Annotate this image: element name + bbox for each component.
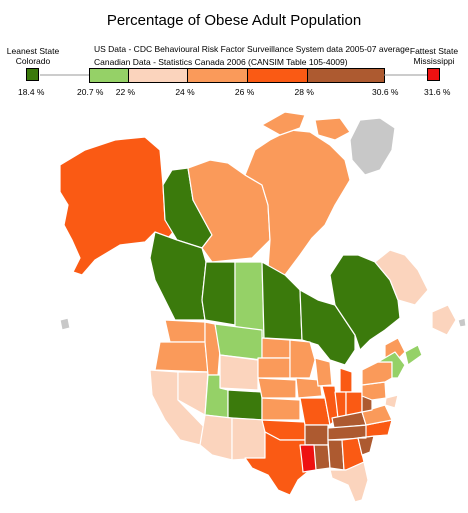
- region-maryland: [384, 394, 399, 409]
- fattest-heading: Fattest State: [409, 46, 459, 56]
- region-wisconsin: [314, 357, 333, 387]
- map-title: Percentage of Obese Adult Population: [106, 12, 362, 29]
- region-ontario: [299, 289, 356, 366]
- leanest-name: Colorado: [15, 56, 51, 66]
- region-newfoundland: [431, 304, 457, 336]
- region-labrador: [374, 249, 429, 306]
- region-nova-scotia: [404, 344, 423, 366]
- legend-tick-1: 22 %: [115, 87, 136, 97]
- legend-tick-0: 20.7 %: [77, 87, 104, 97]
- region-new-mexico: [231, 417, 266, 461]
- source-canada: Canadian Data - Statistics Canada 2006 (…: [94, 57, 348, 67]
- region-wyoming: [219, 354, 259, 391]
- region-greenland: [349, 117, 396, 176]
- region-arctic-island-1: [261, 111, 306, 136]
- region-kansas: [261, 397, 301, 421]
- legend-tick-2: 24 %: [175, 87, 195, 97]
- region-iowa: [295, 377, 323, 399]
- region-manitoba: [261, 261, 303, 341]
- region-minnesota: [289, 339, 316, 379]
- region-quebec: [329, 254, 401, 351]
- region-alaska: [59, 136, 176, 276]
- region-florida: [329, 461, 369, 503]
- region-colorado: [227, 389, 263, 421]
- region-arctic-island-2: [314, 117, 351, 141]
- region-michigan: [339, 367, 353, 393]
- region-south-dakota: [257, 357, 291, 379]
- region-other-land-1: [59, 317, 71, 331]
- region-oregon: [154, 341, 209, 373]
- leanest-value: 18.4 %: [18, 87, 45, 97]
- fattest-name: Mississippi: [413, 56, 455, 66]
- fattest-value: 31.6 %: [424, 87, 451, 97]
- map-regions: [59, 111, 467, 503]
- region-arkansas: [304, 424, 329, 446]
- leanest-heading: Leanest State: [6, 46, 60, 56]
- region-washington: [164, 319, 206, 343]
- region-new-york: [361, 361, 393, 386]
- region-nebraska: [257, 377, 297, 399]
- legend-tick-3: 26 %: [234, 87, 255, 97]
- region-small-island: [457, 317, 467, 328]
- region-alabama: [327, 439, 345, 471]
- legend-tick-5: 30.6 %: [372, 87, 399, 97]
- region-new-england: [377, 351, 406, 379]
- region-arizona: [199, 414, 233, 461]
- region-montana: [214, 323, 263, 361]
- region-alberta: [201, 261, 236, 326]
- fattest-swatch: [427, 68, 440, 81]
- leanest-swatch: [26, 68, 39, 81]
- source-us: US Data - CDC Behavioural Risk Factor Su…: [94, 44, 410, 54]
- legend-tick-4: 28 %: [294, 87, 314, 97]
- region-mississippi: [299, 444, 317, 473]
- region-north-dakota: [261, 337, 291, 359]
